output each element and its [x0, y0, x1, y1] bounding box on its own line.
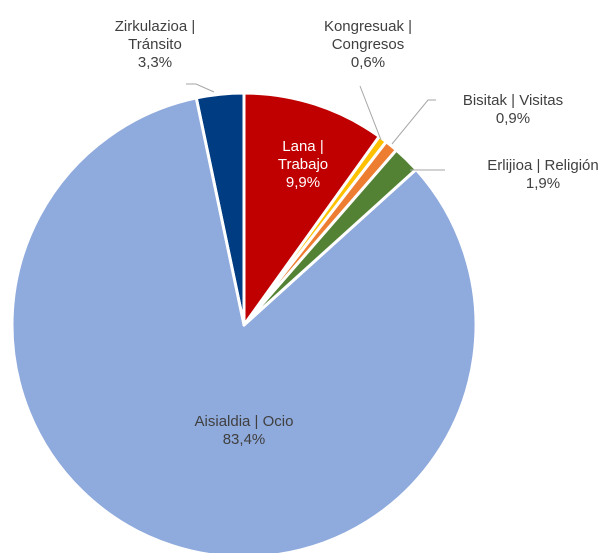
slice-label: Bisitak | Visitas 0,9%	[413, 92, 610, 128]
category-label: Zirkulazioa | Tránsito	[114, 18, 196, 53]
value-label: 0,9%	[495, 110, 531, 127]
value-label: 83,4%	[222, 431, 266, 448]
category-label: Lana | Trabajo	[277, 138, 329, 173]
value-label: 1,9%	[525, 175, 561, 192]
leader-line	[391, 99, 436, 145]
leader-line	[186, 83, 215, 93]
slice-label: Zirkulazioa | Tránsito 3,3%	[100, 18, 210, 72]
category-label: Erlijioa | Religión	[487, 157, 599, 174]
category-label: Bisitak | Visitas	[462, 92, 564, 109]
category-label: Aisialdia | Ocio	[194, 413, 294, 430]
slice-label: Lana | Trabajo 9,9%	[263, 138, 343, 192]
slice-label: Kongresuak | Congresos 0,6%	[308, 18, 428, 72]
value-label: 0,6%	[350, 54, 386, 71]
value-label: 9,9%	[285, 174, 321, 191]
slice-label: Erlijioa | Religión 1,9%	[443, 157, 610, 193]
pie-slice	[242, 91, 381, 327]
value-label: 3,3%	[137, 54, 173, 71]
slice-label: Aisialdia | Ocio 83,4%	[144, 413, 344, 449]
leader-line	[359, 85, 382, 141]
category-label: Kongresuak | Congresos	[323, 18, 413, 53]
